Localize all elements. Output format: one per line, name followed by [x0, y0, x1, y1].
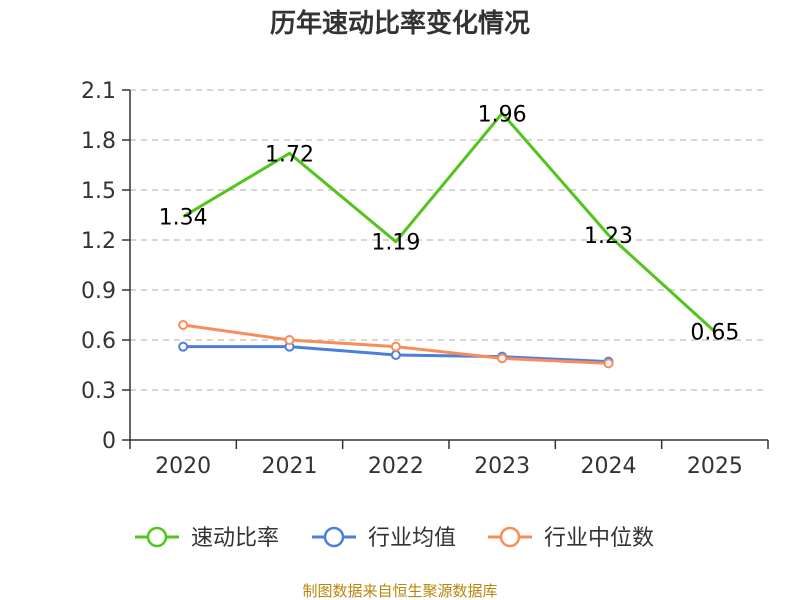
- data-label: 1.96: [478, 102, 527, 127]
- x-tick-label: 2020: [155, 454, 211, 479]
- data-point: [497, 353, 508, 364]
- x-tick-label: 2023: [474, 454, 530, 479]
- data-point: [390, 341, 401, 352]
- grid: [130, 89, 768, 391]
- legend: 速动比率 行业均值 行业中位数: [135, 526, 654, 551]
- series-line-0: [182, 111, 716, 333]
- x-tick-label: 2022: [368, 454, 424, 479]
- data-point: [178, 320, 189, 330]
- data-point: [390, 350, 401, 360]
- y-tick-label: 0: [102, 429, 116, 454]
- y-tick-label: 2.1: [81, 79, 116, 104]
- y-tick-label: 1.2: [81, 229, 116, 254]
- x-tick-label: 2021: [262, 454, 318, 479]
- data-label: 0.65: [690, 321, 739, 346]
- data-point: [178, 341, 189, 352]
- data-label: 1.23: [584, 224, 633, 249]
- data-point: [284, 335, 295, 345]
- y-tick-label: 1.8: [81, 129, 116, 154]
- legend-marker-2: [499, 526, 521, 548]
- data-point: [603, 358, 614, 369]
- data-labels: 1.34 1.72 1.19 1.96 1.23 0.65: [159, 102, 740, 345]
- source-note: 制图数据来自恒生聚源数据库: [302, 582, 497, 600]
- legend-label-1: 行业均值: [368, 526, 456, 551]
- series: [178, 111, 716, 369]
- legend-marker-0: [146, 526, 168, 548]
- y-tick-label: 0.6: [81, 329, 116, 354]
- y-tick-label: 1.5: [81, 179, 116, 204]
- data-label: 1.34: [159, 206, 208, 231]
- data-label: 1.72: [265, 142, 314, 167]
- axes: 0 0.3 0.6 0.9 1.2 1.5 1.8 2.1 2020 2021 2022 2023 20…: [81, 79, 769, 479]
- x-tick-label: 2024: [581, 454, 637, 479]
- y-tick-label: 0.3: [81, 379, 116, 404]
- legend-label-2: 行业中位数: [544, 526, 654, 551]
- x-tick-label: 2025: [687, 454, 743, 479]
- legend-label-0: 速动比率: [191, 526, 279, 551]
- legend-marker-1: [323, 526, 345, 548]
- y-tick-label: 0.9: [81, 279, 116, 304]
- chart-title: 历年速动比率变化情况: [270, 8, 530, 39]
- data-label: 1.19: [371, 231, 420, 256]
